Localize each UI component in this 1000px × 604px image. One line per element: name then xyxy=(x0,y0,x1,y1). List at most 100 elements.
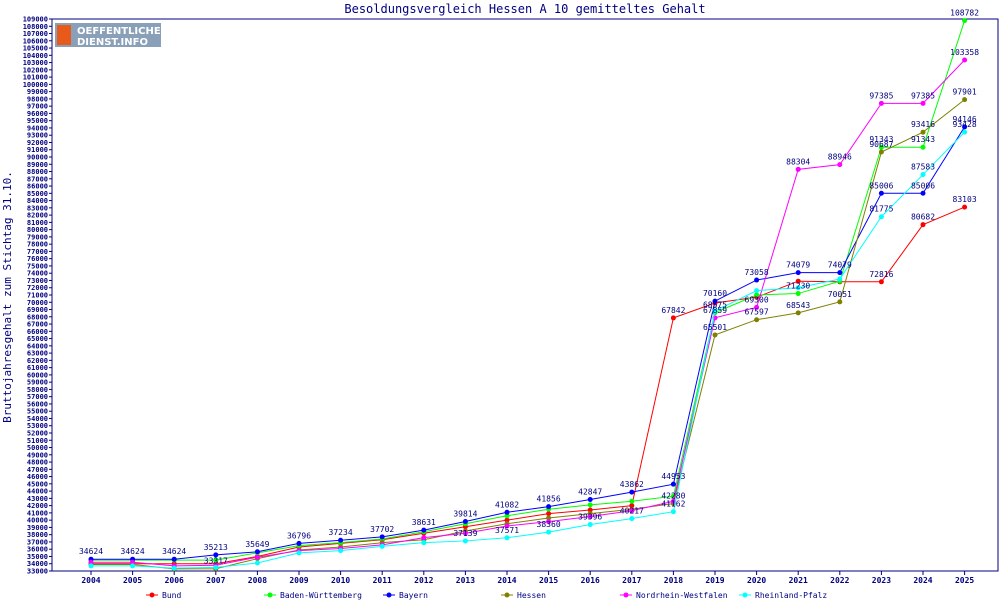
data-label: 37571 xyxy=(495,526,519,535)
data-point xyxy=(587,496,593,502)
data-label: 40217 xyxy=(620,507,644,516)
data-point xyxy=(670,509,676,515)
y-tick-label: 89000 xyxy=(27,161,48,169)
y-tick-label: 105000 xyxy=(23,45,48,53)
data-point xyxy=(504,523,510,529)
data-label: 91343 xyxy=(869,135,893,144)
data-label: 44953 xyxy=(661,472,685,481)
data-point xyxy=(754,277,760,283)
oeffentlicher-dienst-logo: OEFFENTLICHER DIENST.INFO xyxy=(55,23,169,48)
data-point xyxy=(338,537,344,543)
data-point xyxy=(587,502,593,508)
legend: Bund Baden-Württemberg Bayern Hessen Nordrhe… xyxy=(146,591,827,600)
data-label: 108782 xyxy=(950,9,979,18)
data-point xyxy=(920,129,926,135)
data-point xyxy=(670,481,676,487)
y-tick-label: 64000 xyxy=(27,342,48,350)
data-label: 43862 xyxy=(620,480,644,489)
data-label: 38631 xyxy=(412,518,436,527)
y-tick-label: 100000 xyxy=(23,81,48,89)
legend-marker xyxy=(504,592,510,598)
y-tick-label: 73000 xyxy=(27,277,48,285)
data-point xyxy=(962,129,968,135)
data-point xyxy=(920,144,926,150)
data-point xyxy=(130,563,136,569)
x-tick-label: 2018 xyxy=(664,576,683,585)
data-point xyxy=(171,556,177,562)
y-tick-label: 67000 xyxy=(27,321,48,329)
y-tick-label: 38000 xyxy=(27,531,48,539)
data-point xyxy=(795,310,801,316)
data-point xyxy=(795,278,801,284)
y-tick-label: 78000 xyxy=(27,241,48,249)
data-point xyxy=(837,276,843,282)
data-point xyxy=(629,508,635,514)
legend-label: Bayern xyxy=(399,591,428,600)
y-tick-label: 97000 xyxy=(27,103,48,111)
data-point xyxy=(920,190,926,196)
y-tick-label: 52000 xyxy=(27,430,48,438)
data-point xyxy=(629,489,635,495)
legend-label: Nordrhein-Westfalen xyxy=(636,591,728,600)
y-tick-label: 37000 xyxy=(27,538,48,546)
y-tick-label: 84000 xyxy=(27,197,48,205)
data-point xyxy=(670,315,676,321)
data-point xyxy=(296,540,302,546)
data-point xyxy=(670,498,676,504)
data-label: 97901 xyxy=(953,88,977,97)
x-tick-label: 2020 xyxy=(747,576,766,585)
data-label: 73058 xyxy=(745,268,769,277)
y-tick-label: 93000 xyxy=(27,132,48,140)
legend-label: Rheinland-Pfalz xyxy=(755,591,827,600)
x-tick-label: 2010 xyxy=(331,576,350,585)
y-tick-label: 57000 xyxy=(27,393,48,401)
data-label: 97385 xyxy=(911,91,935,100)
data-label: 37139 xyxy=(453,529,477,538)
data-point xyxy=(213,557,219,563)
y-tick-label: 65000 xyxy=(27,335,48,343)
data-point xyxy=(712,332,718,338)
data-point xyxy=(504,517,510,523)
legend-label: Hessen xyxy=(517,591,546,600)
data-point xyxy=(629,503,635,509)
data-label: 42280 xyxy=(661,492,685,501)
data-label: 34624 xyxy=(79,547,103,556)
data-point xyxy=(878,190,884,196)
legend-marker xyxy=(742,592,748,598)
data-label: 39396 xyxy=(578,513,602,522)
y-tick-label: 75000 xyxy=(27,262,48,270)
y-tick-label: 48000 xyxy=(27,459,48,467)
data-point xyxy=(504,509,510,515)
x-tick-label: 2005 xyxy=(123,576,142,585)
data-point xyxy=(587,522,593,528)
data-point xyxy=(587,514,593,520)
data-label: 87583 xyxy=(911,163,935,172)
data-label: 74079 xyxy=(786,261,810,270)
data-point xyxy=(962,18,968,24)
data-point xyxy=(962,97,968,103)
legend-marker xyxy=(623,592,629,598)
x-tick-label: 2004 xyxy=(81,576,100,585)
x-tick-label: 2006 xyxy=(165,576,184,585)
data-label: 83103 xyxy=(953,195,977,204)
x-tick-label: 2007 xyxy=(206,576,225,585)
y-tick-label: 66000 xyxy=(27,328,48,336)
y-tick-label: 35000 xyxy=(27,553,48,561)
data-label: 85006 xyxy=(869,181,893,190)
y-tick-label: 36000 xyxy=(27,546,48,554)
y-tick-label: 109000 xyxy=(23,16,48,24)
data-point xyxy=(754,292,760,298)
x-tick-label: 2017 xyxy=(622,576,641,585)
y-tick-label: 40000 xyxy=(27,517,48,525)
data-label: 93428 xyxy=(953,120,977,129)
data-label: 41082 xyxy=(495,500,519,509)
x-tick-label: 2025 xyxy=(955,576,974,585)
y-tick-label: 42000 xyxy=(27,502,48,510)
data-point xyxy=(213,552,219,558)
data-label: 70051 xyxy=(828,290,852,299)
data-label: 67859 xyxy=(703,306,727,315)
series-line-4 xyxy=(91,59,965,567)
x-tick-label: 2024 xyxy=(913,576,932,585)
data-label: 38360 xyxy=(537,520,561,529)
